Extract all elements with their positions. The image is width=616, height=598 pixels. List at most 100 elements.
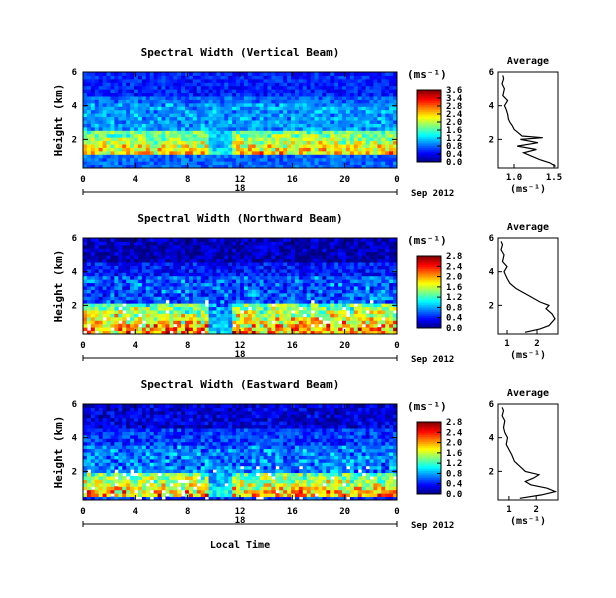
heatmap-cell <box>369 292 374 297</box>
heatmap-cell <box>345 120 351 124</box>
heatmap-cell <box>200 303 206 308</box>
heatmap-cell <box>267 123 272 128</box>
heatmap-cell <box>267 327 272 332</box>
heatmap-cell <box>165 316 170 321</box>
heatmap-cell <box>169 268 174 273</box>
heatmap-cell <box>216 164 221 169</box>
heatmap-cell <box>326 238 331 242</box>
heatmap-cell <box>306 85 312 90</box>
heatmap-cell <box>279 251 284 256</box>
heatmap-cell <box>271 255 276 260</box>
heatmap-cell <box>130 275 135 280</box>
heatmap-cell <box>90 78 96 83</box>
heatmap-cell <box>334 123 339 128</box>
heatmap-cell <box>338 147 343 152</box>
heatmap-cell <box>287 238 292 242</box>
heatmap-cell <box>192 244 198 249</box>
heatmap-cell <box>110 258 115 263</box>
heatmap-cell <box>216 248 221 253</box>
heatmap-cell <box>271 306 276 311</box>
heatmap-cell <box>373 303 378 308</box>
heatmap-cell <box>310 157 316 162</box>
heatmap-cell <box>302 258 308 263</box>
heatmap-cell <box>118 161 123 166</box>
heatmap-cell <box>188 75 194 80</box>
heatmap-cell <box>377 316 382 321</box>
heatmap-cell <box>306 113 312 118</box>
heatmap-cell <box>326 96 331 100</box>
heatmap-cell <box>106 417 111 422</box>
heatmap-cell <box>389 164 394 169</box>
heatmap-cell <box>137 299 143 304</box>
heatmap-cell <box>228 164 233 169</box>
heatmap-cell <box>271 323 276 328</box>
heatmap-cell <box>349 140 355 145</box>
heatmap-cell <box>263 289 268 294</box>
heatmap-cell <box>137 116 143 121</box>
heatmap-cell <box>345 289 351 294</box>
heatmap-cell <box>365 150 371 155</box>
heatmap-cell <box>118 303 123 308</box>
heatmap-cell <box>106 150 111 155</box>
heatmap-cell <box>385 106 390 111</box>
heatmap-cell <box>342 144 347 148</box>
heatmap-cell <box>165 303 170 308</box>
heatmap-cell <box>240 258 245 263</box>
heatmap-cell <box>83 116 88 121</box>
heatmap-cell <box>279 150 284 155</box>
heatmap-cell <box>181 102 186 107</box>
heatmap-cell <box>98 428 104 432</box>
heatmap-cell <box>220 248 225 253</box>
heatmap-cell <box>338 330 343 335</box>
heatmap-cell <box>353 289 359 294</box>
heatmap-cell <box>126 489 131 494</box>
heatmap-cell <box>192 255 198 260</box>
heatmap-cell <box>208 120 214 124</box>
heatmap-cell <box>114 407 119 412</box>
heatmap-cell <box>338 82 343 87</box>
heatmap-cell <box>181 144 186 148</box>
heatmap-cell <box>102 303 108 308</box>
heatmap-cell <box>228 92 233 97</box>
heatmap-cell <box>110 133 115 138</box>
heatmap-cell <box>153 244 159 249</box>
heatmap-cell <box>330 258 335 263</box>
heatmap-cell <box>291 106 296 111</box>
average-x-label: (ms⁻¹) <box>510 350 546 361</box>
heatmap-cell <box>330 99 335 104</box>
heatmap-cell <box>369 327 374 332</box>
heatmap-cell <box>373 154 378 159</box>
heatmap-cell <box>361 78 367 83</box>
heatmap-cell <box>236 279 241 284</box>
heatmap-cell <box>83 140 88 145</box>
heatmap-cell <box>373 299 378 304</box>
heatmap-cell <box>365 147 371 152</box>
heatmap-cell <box>251 286 257 290</box>
heatmap-cell <box>310 251 316 256</box>
heatmap-cell <box>126 137 131 142</box>
heatmap-cell <box>216 316 221 321</box>
heatmap-cell <box>153 323 159 328</box>
heatmap-cell <box>165 99 170 104</box>
heatmap-cell <box>177 241 182 246</box>
heatmap-cell <box>130 303 135 308</box>
heatmap-cell <box>118 482 123 487</box>
heatmap-cell <box>255 244 261 249</box>
heatmap-cell <box>373 327 378 332</box>
heatmap-cell <box>149 96 155 100</box>
heatmap-cell <box>318 72 323 76</box>
heatmap-cell <box>255 296 261 301</box>
heatmap-cell <box>357 164 363 169</box>
heatmap-cell <box>110 414 115 419</box>
heatmap-cell <box>298 289 304 294</box>
heatmap-cell <box>208 164 214 169</box>
heatmap-cell <box>271 133 276 138</box>
heatmap-cell <box>110 75 115 80</box>
heatmap-cell <box>389 289 394 294</box>
heatmap-cell <box>259 120 265 124</box>
x-tick-label: 16 <box>287 175 298 185</box>
heatmap-cell <box>275 106 280 111</box>
heatmap-cell <box>204 123 210 128</box>
heatmap-cell <box>236 330 241 335</box>
heatmap-cell <box>137 120 143 124</box>
